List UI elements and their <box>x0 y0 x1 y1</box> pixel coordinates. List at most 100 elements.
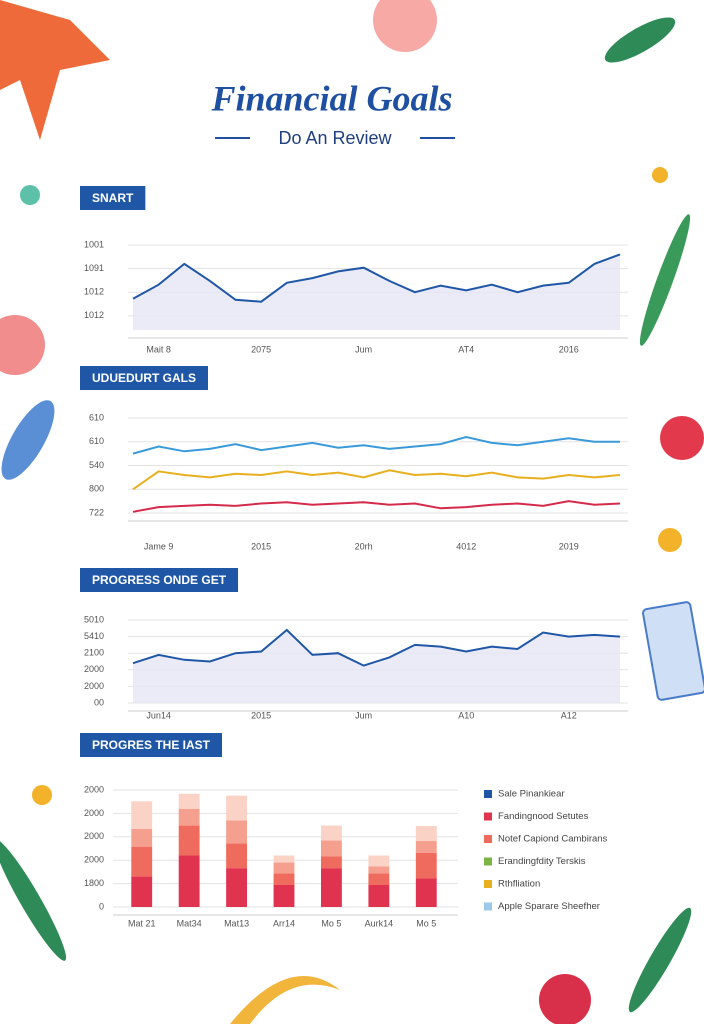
section-title: PROGRESS ONDE GET <box>92 573 227 587</box>
legend-label: Notef Capiond Cambirans <box>498 834 608 845</box>
y-tick-label: 1800 <box>84 878 104 888</box>
legend-swatch <box>484 790 492 798</box>
decoration <box>32 785 52 805</box>
bar-segment <box>273 862 295 874</box>
decoration <box>0 315 45 375</box>
legend-label: Apple Sparare Sheefher <box>498 901 600 912</box>
x-tick-label: 2016 <box>559 344 579 354</box>
x-tick-label: A12 <box>561 710 577 720</box>
decoration <box>0 0 110 140</box>
subtitle: Do An Review <box>278 128 392 148</box>
y-tick-label: 610 <box>89 412 104 422</box>
x-tick-label: Mo 5 <box>321 918 341 928</box>
bar-segment <box>178 808 200 826</box>
x-tick-label: Mat34 <box>177 918 202 928</box>
section-tag <box>80 568 239 592</box>
bar-segment <box>131 828 153 847</box>
section-title: UDUEDURT GALS <box>92 371 196 385</box>
decoration <box>230 975 340 1024</box>
bar-segment <box>320 825 342 841</box>
x-tick-label: 2019 <box>559 541 579 551</box>
bar-segment <box>131 846 153 877</box>
legend-label: Rthfliation <box>498 879 540 890</box>
y-tick-label: 2000 <box>84 808 104 818</box>
y-tick-label: 610 <box>89 436 104 446</box>
bar-segment <box>368 855 390 867</box>
bar-segment <box>178 855 200 907</box>
legend-swatch <box>484 902 492 911</box>
legend-label: Erandingfdity Terskis <box>498 856 586 867</box>
y-tick-label: 1012 <box>84 287 104 297</box>
bar-segment <box>415 841 437 853</box>
area <box>133 254 620 330</box>
x-tick-label: Jum <box>355 710 372 720</box>
x-tick-label: 20rh <box>355 541 373 551</box>
bar-segment <box>178 825 200 856</box>
bar-segment <box>368 873 390 886</box>
y-tick-label: 2000 <box>84 831 104 841</box>
section-tag <box>80 733 223 757</box>
line <box>132 628 621 667</box>
x-tick-label: 2015 <box>251 541 271 551</box>
y-tick-label: 800 <box>89 484 104 494</box>
decoration <box>1 400 55 480</box>
x-tick-label: A10 <box>458 710 474 720</box>
legend-label: Fandingnood Setutes <box>498 811 589 822</box>
decoration <box>658 528 682 552</box>
y-tick-label: 5410 <box>84 631 104 641</box>
bar-segment <box>320 840 342 857</box>
bar-segment <box>415 826 437 842</box>
x-tick-label: Jun14 <box>146 710 171 720</box>
y-tick-label: 2000 <box>84 664 104 674</box>
area <box>133 630 620 703</box>
decoration <box>604 17 676 63</box>
bar-segment <box>226 843 248 869</box>
section-tag <box>80 186 146 210</box>
bar-segment <box>178 793 200 809</box>
x-tick-label: Jame 9 <box>144 541 174 551</box>
bar-segment <box>320 856 342 869</box>
y-tick-label: 2000 <box>84 784 104 794</box>
y-tick-label: 722 <box>89 507 104 517</box>
y-tick-label: 2100 <box>84 648 104 658</box>
decoration <box>652 167 668 183</box>
section-title: SNART <box>92 191 134 205</box>
x-tick-label: Aurk14 <box>365 918 394 928</box>
y-tick-label: 1091 <box>84 263 104 273</box>
bar-segment <box>273 885 295 907</box>
decoration <box>373 0 437 52</box>
y-tick-label: 00 <box>94 697 104 707</box>
legend-swatch <box>484 857 492 866</box>
title: Financial Goals <box>210 78 452 118</box>
decoration <box>639 214 691 346</box>
bar-segment <box>273 873 295 886</box>
bar-segment <box>415 852 437 879</box>
bar-segment <box>226 868 248 907</box>
bar-segment <box>368 866 390 874</box>
y-tick-label: 2000 <box>84 681 104 691</box>
y-tick-label: 5010 <box>84 614 104 624</box>
y-tick-label: 2000 <box>84 855 104 865</box>
legend-swatch <box>484 835 492 843</box>
x-tick-label: 4012 <box>456 541 476 551</box>
legend-swatch <box>484 880 492 888</box>
y-tick-label: 0 <box>99 901 104 911</box>
y-tick-label: 540 <box>89 460 104 470</box>
x-tick-label: Mo 5 <box>416 918 436 928</box>
decoration <box>628 907 692 1013</box>
x-tick-label: Mait 8 <box>146 344 171 354</box>
bar-segment <box>273 855 295 863</box>
bar-segment <box>226 795 248 821</box>
section-title: PROGRES THE IAST <box>92 738 211 752</box>
legend-label: Sale Pinankiear <box>498 789 565 800</box>
x-tick-label: 2075 <box>251 344 271 354</box>
line <box>132 469 621 491</box>
x-tick-label: Mat 21 <box>128 918 156 928</box>
bar-segment <box>320 868 342 907</box>
x-tick-label: AT4 <box>458 344 474 354</box>
y-tick-label: 1012 <box>84 310 104 320</box>
decoration <box>642 601 704 701</box>
legend-swatch <box>484 812 492 821</box>
